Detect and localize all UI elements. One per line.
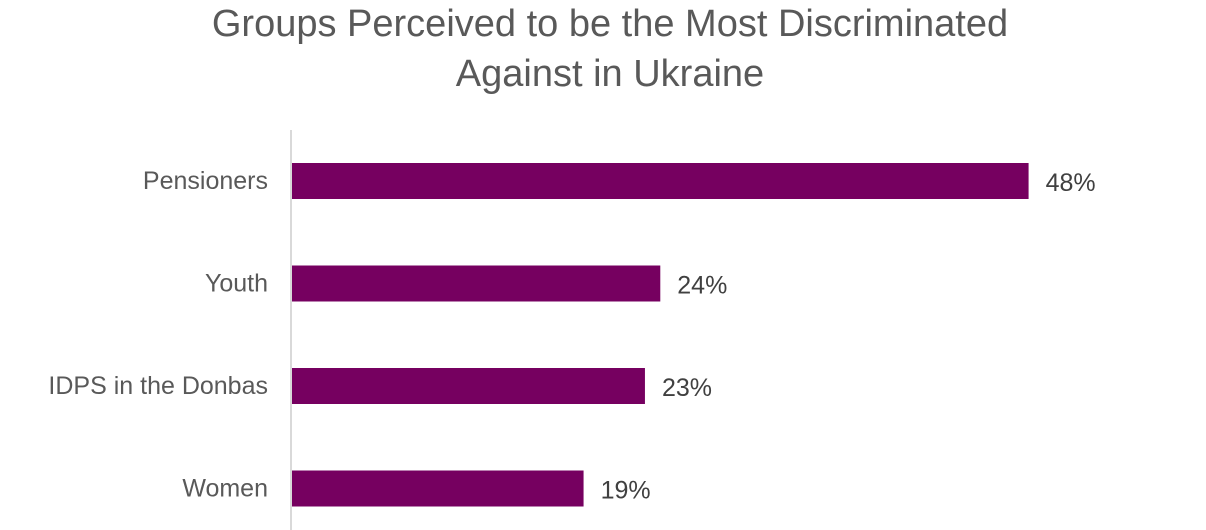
chart-title: Groups Perceived to be the Most Discrimi… <box>212 3 1008 95</box>
category-label-women: Women <box>182 475 268 503</box>
chart-title-line-1: Groups Perceived to be the Most Discrimi… <box>212 3 1008 45</box>
bars-group <box>292 163 1029 507</box>
data-label-women: 19% <box>601 477 651 505</box>
data-labels: 48% 24% 23% 19% <box>601 169 1096 505</box>
bar-women <box>292 470 584 507</box>
bar-youth <box>292 265 661 302</box>
data-label-pensioners: 48% <box>1046 169 1096 197</box>
category-labels: Pensioners Youth IDPS in the Donbas Women <box>48 167 268 503</box>
chart-title-line-2: Against in Ukraine <box>456 53 764 95</box>
data-label-youth: 24% <box>677 272 727 300</box>
category-label-youth: Youth <box>205 270 268 298</box>
data-label-idps-in-the-donbas: 23% <box>662 374 712 402</box>
bar-idps-in-the-donbas <box>292 368 645 404</box>
category-label-idps-in-the-donbas: IDPS in the Donbas <box>48 372 268 400</box>
category-label-pensioners: Pensioners <box>143 167 268 195</box>
bar-pensioners <box>292 163 1029 199</box>
